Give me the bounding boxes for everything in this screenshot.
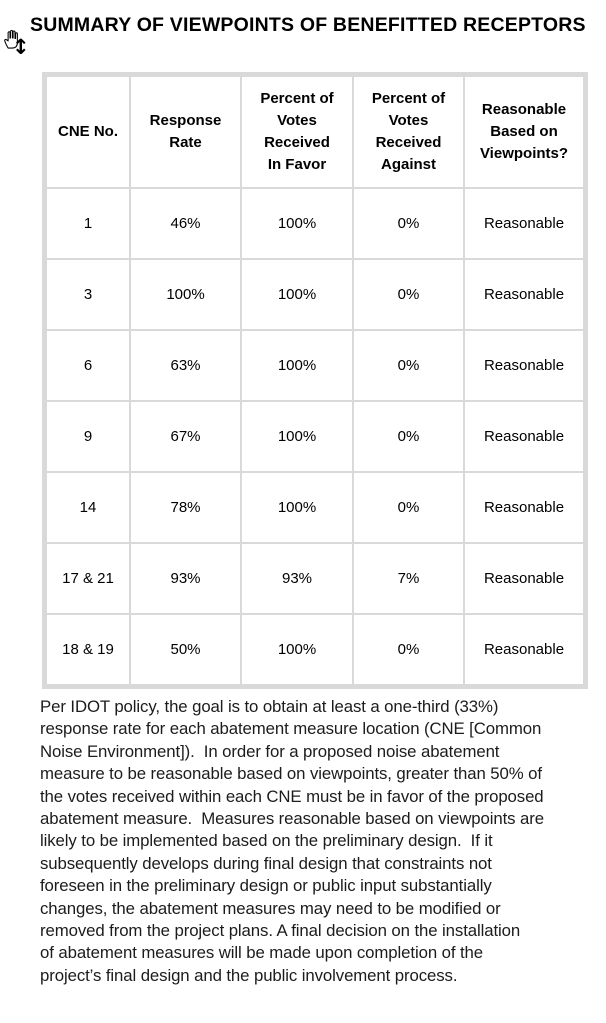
cell-response-rate: 100% (129, 258, 242, 331)
cell-reasonable: Reasonable (463, 613, 587, 688)
cell-reasonable: Reasonable (463, 329, 587, 402)
cell-reasonable: Reasonable (463, 542, 587, 615)
cell-cne-no: 9 (43, 400, 131, 473)
viewpoints-summary-table: CNE No. Response Rate Percent of Votes R… (42, 72, 588, 689)
cell-cne-no: 1 (43, 187, 131, 260)
table-header-row: CNE No. Response Rate Percent of Votes R… (43, 73, 587, 189)
table-row: 1 46% 100% 0% Reasonable (43, 187, 587, 260)
cell-response-rate: 78% (129, 471, 242, 544)
cell-in-favor: 100% (240, 400, 354, 473)
cell-reasonable: Reasonable (463, 400, 587, 473)
cell-response-rate: 46% (129, 187, 242, 260)
table-row: 9 67% 100% 0% Reasonable (43, 400, 587, 473)
cell-reasonable: Reasonable (463, 471, 587, 544)
column-header-votes-in-favor: Percent of Votes Received In Favor (240, 73, 354, 189)
cell-response-rate: 50% (129, 613, 242, 688)
cell-cne-no: 14 (43, 471, 131, 544)
cell-response-rate: 93% (129, 542, 242, 615)
cell-against: 0% (352, 613, 465, 688)
cell-against: 0% (352, 471, 465, 544)
table-row: 18 & 19 50% 100% 0% Reasonable (43, 613, 587, 688)
cell-against: 0% (352, 329, 465, 402)
cell-in-favor: 100% (240, 258, 354, 331)
cell-reasonable: Reasonable (463, 187, 587, 260)
table-row: 3 100% 100% 0% Reasonable (43, 258, 587, 331)
cell-reasonable: Reasonable (463, 258, 587, 331)
vertical-scroll-arrow-icon: ↕ (12, 35, 30, 59)
cell-cne-no: 6 (43, 329, 131, 402)
cell-against: 7% (352, 542, 465, 615)
cell-response-rate: 63% (129, 329, 242, 402)
column-header-votes-against: Percent of Votes Received Against (352, 73, 465, 189)
cell-in-favor: 93% (240, 542, 354, 615)
hand-icon (1, 28, 20, 54)
cell-in-favor: 100% (240, 471, 354, 544)
idot-policy-paragraph: Per IDOT policy, the goal is to obtain a… (40, 697, 544, 985)
cell-against: 0% (352, 258, 465, 331)
cell-in-favor: 100% (240, 187, 354, 260)
cell-against: 0% (352, 187, 465, 260)
cell-in-favor: 100% (240, 613, 354, 688)
cell-in-favor: 100% (240, 329, 354, 402)
column-header-response-rate: Response Rate (129, 73, 242, 189)
cell-response-rate: 67% (129, 400, 242, 473)
table-row: 6 63% 100% 0% Reasonable (43, 329, 587, 402)
column-header-reasonable: Reasonable Based on Viewpoints? (463, 73, 587, 189)
table-row: 14 78% 100% 0% Reasonable (43, 471, 587, 544)
table-row: 17 & 21 93% 93% 7% Reasonable (43, 542, 587, 615)
cell-cne-no: 18 & 19 (43, 613, 131, 688)
cell-against: 0% (352, 400, 465, 473)
cell-cne-no: 3 (43, 258, 131, 331)
page-title: SUMMARY OF VIEWPOINTS OF BENEFITTED RECE… (30, 14, 586, 36)
column-header-cne-no: CNE No. (43, 73, 131, 189)
cell-cne-no: 17 & 21 (43, 542, 131, 615)
